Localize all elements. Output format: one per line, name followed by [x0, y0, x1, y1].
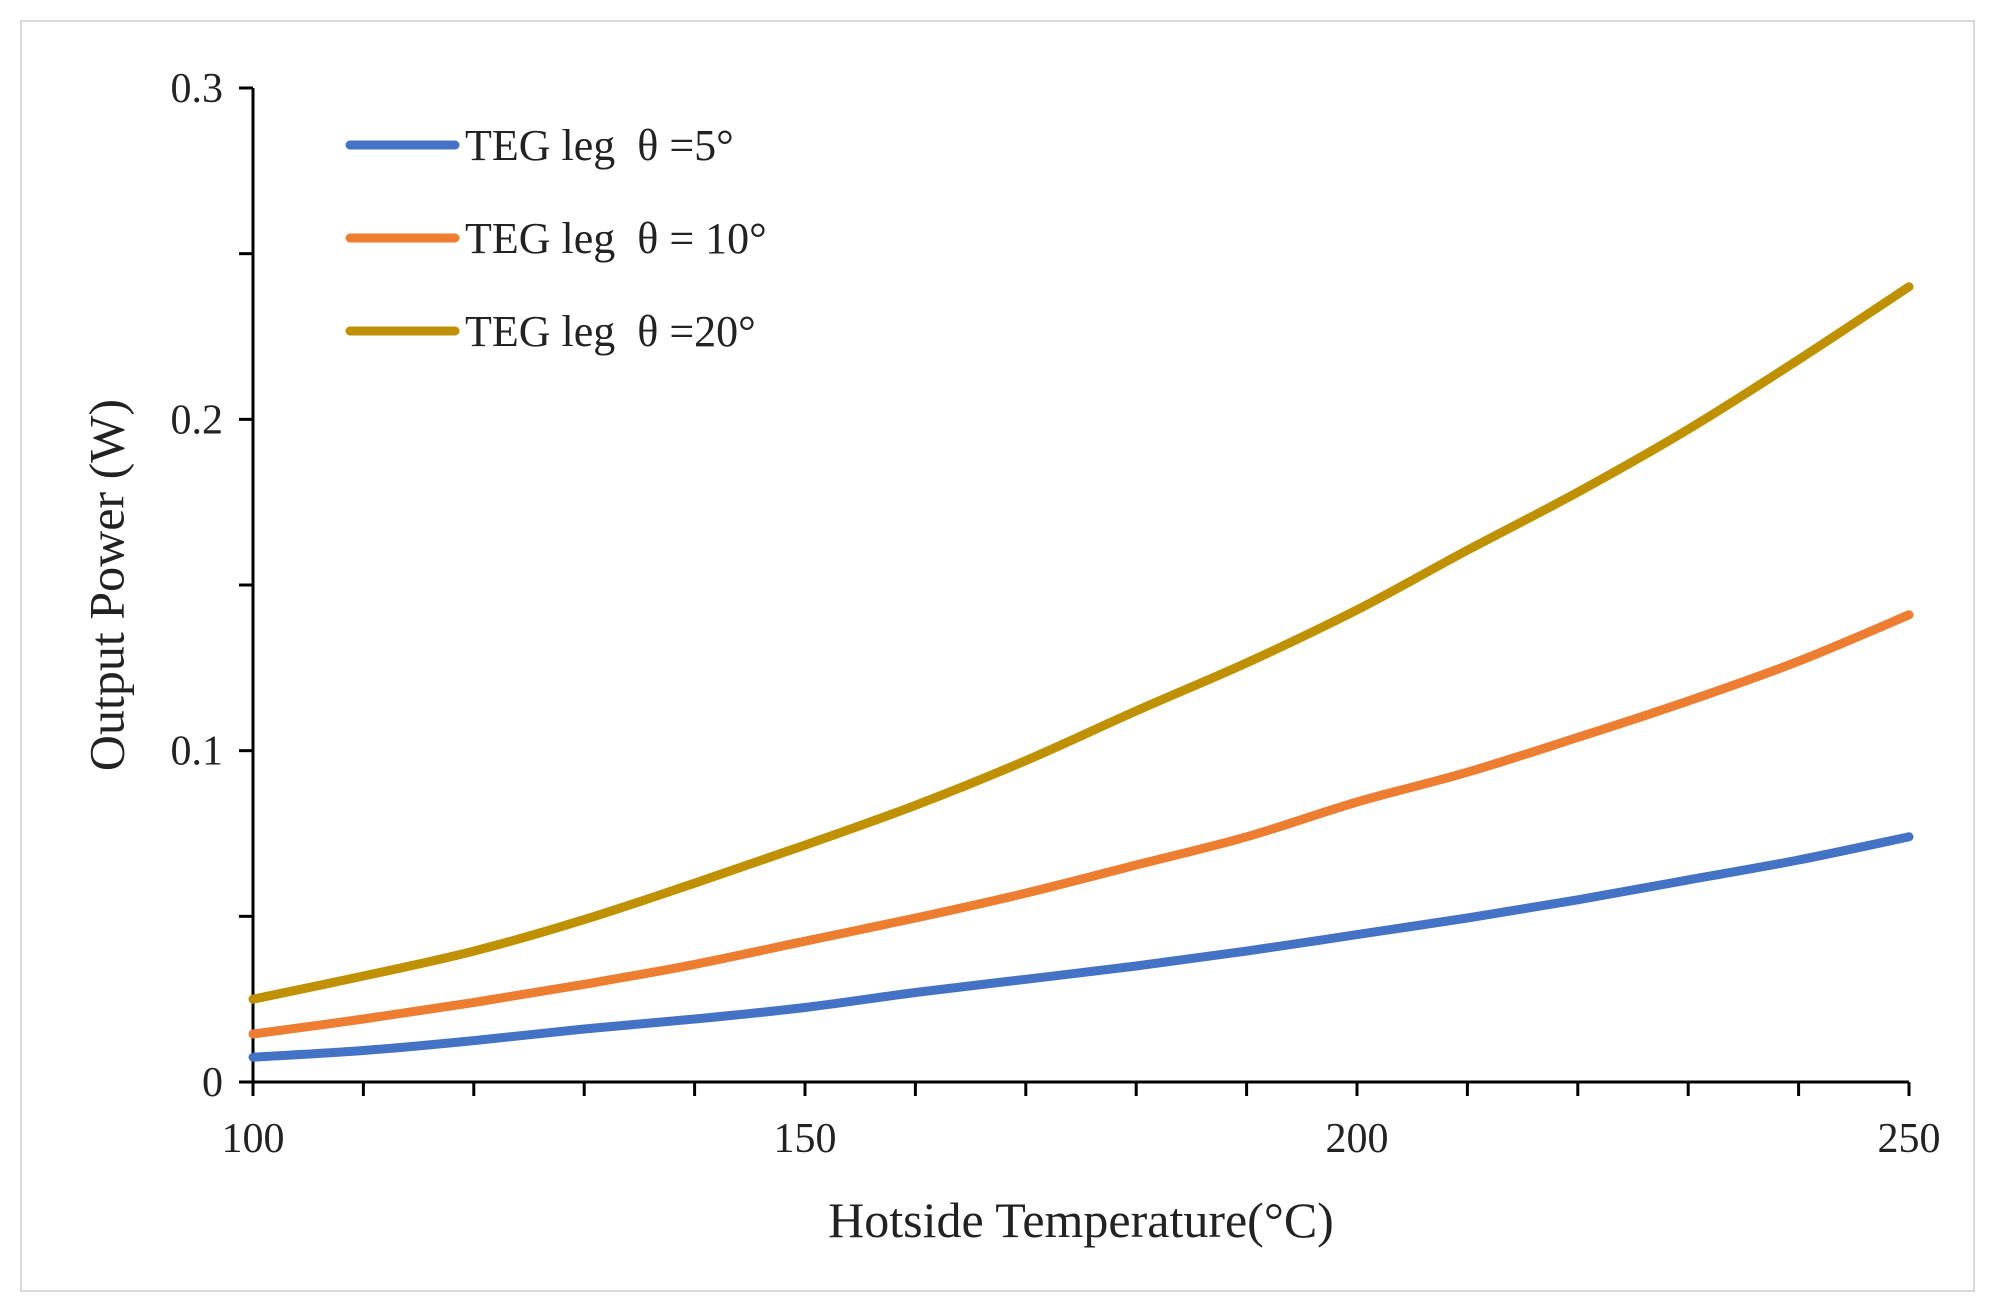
figure-frame	[20, 20, 1975, 1292]
series-line-2	[248, 610, 1914, 1039]
legend: TEG leg θ =5° TEG leg θ = 10° TEG leg θ =2…	[345, 121, 767, 356]
legend-label-3: TEG leg θ =20°	[465, 307, 756, 356]
legend-label-2: TEG leg θ = 10°	[465, 214, 767, 263]
x-axis-title: Hotside Temperature(°C)	[828, 1192, 1334, 1248]
legend-label-1: TEG leg θ =5°	[465, 121, 734, 170]
y-tick-label: 0	[202, 1060, 223, 1106]
axis-ticks: 0 0.1 0.2 0.3 100 150 200 250	[171, 66, 1941, 1162]
y-tick-label: 0.1	[171, 729, 224, 775]
x-tick-label: 250	[1878, 1116, 1941, 1162]
y-axis-title: Output Power (W)	[78, 399, 134, 771]
y-tick-label: 0.2	[171, 397, 224, 443]
y-tick-label: 0.3	[171, 66, 224, 112]
x-tick-label: 100	[222, 1116, 285, 1162]
x-tick-label: 200	[1326, 1116, 1389, 1162]
series-lines	[248, 282, 1914, 1062]
x-tick-label: 150	[774, 1116, 837, 1162]
series-line-3	[248, 282, 1914, 1004]
series-line-1	[248, 832, 1914, 1062]
